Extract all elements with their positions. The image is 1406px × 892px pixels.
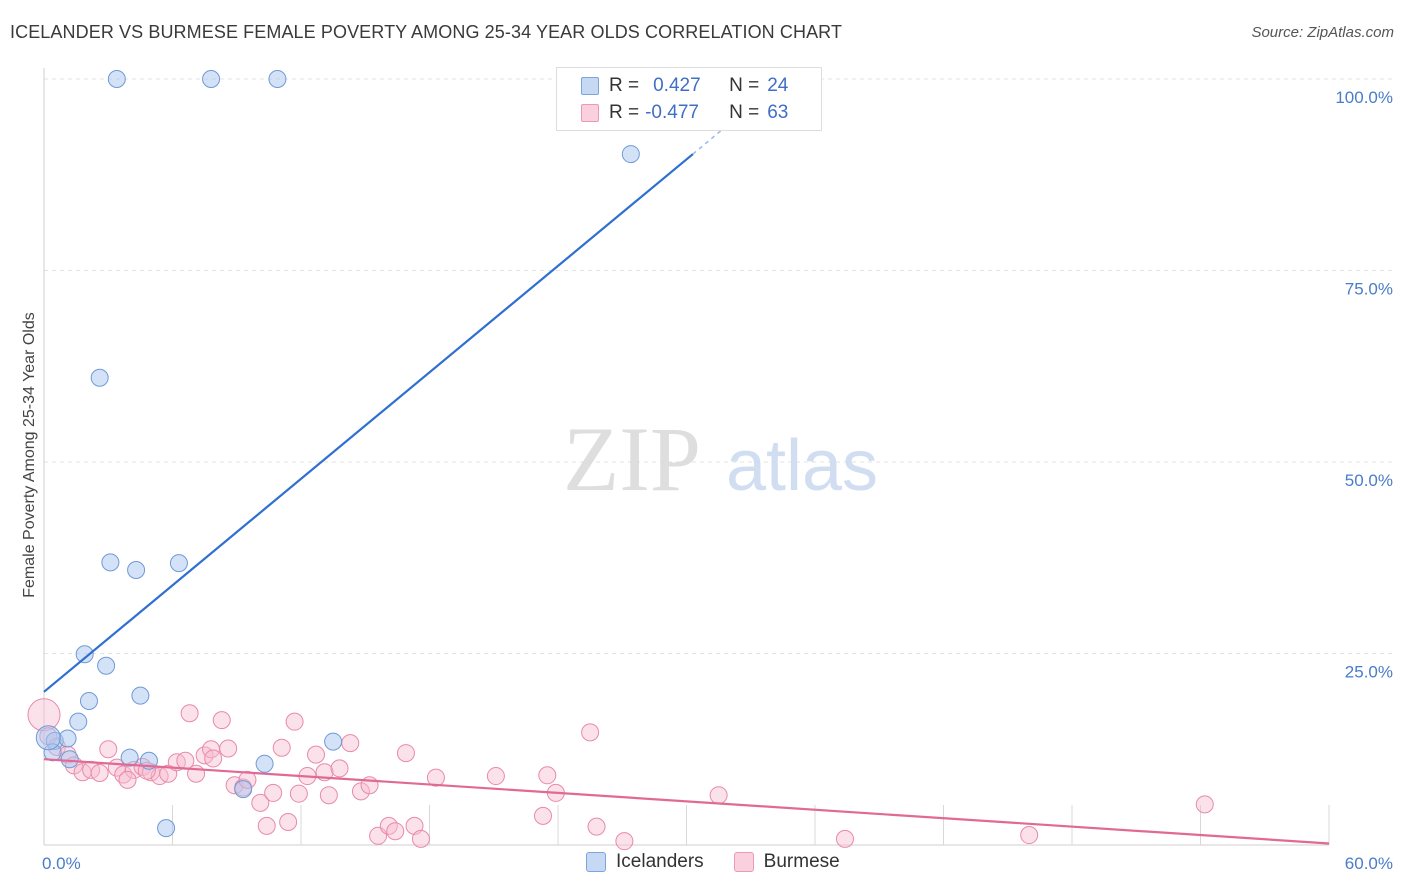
x-tick-min: 0.0% <box>42 854 81 873</box>
legend-n-label: N = <box>729 102 760 123</box>
burmese-point <box>835 829 854 848</box>
burmese-point <box>486 767 505 786</box>
y-tick-label: 50.0% <box>1345 471 1393 490</box>
legend-item-icelanders[interactable]: Icelanders <box>586 851 704 873</box>
icelander-point <box>202 70 221 88</box>
icelander-point <box>234 780 253 799</box>
burmese-point <box>257 816 276 835</box>
burmese-point <box>1195 795 1214 814</box>
burmese-point <box>264 783 283 802</box>
icelander-point <box>97 656 116 675</box>
legend-row-burmese: R = -0.477 N = 63 <box>581 100 788 126</box>
icelander-point <box>621 145 640 164</box>
icelander-point <box>60 750 79 769</box>
burmese-point <box>285 712 304 731</box>
legend-row-icelanders: R = 0.427 N = 24 <box>581 73 788 99</box>
chart-title: ICELANDER VS BURMESE FEMALE POVERTY AMON… <box>10 22 843 42</box>
icelander-point <box>169 554 188 573</box>
burmese-point <box>396 744 415 763</box>
y-tick-labels: 25.0% 50.0% 75.0% 100.0% <box>1335 88 1393 682</box>
icelander-point <box>120 748 139 767</box>
burmese-point <box>319 786 338 805</box>
icelander-point <box>255 754 274 773</box>
icelander-point <box>58 729 77 748</box>
y-tick-label: 100.0% <box>1335 88 1393 107</box>
burmese-point <box>251 793 270 812</box>
legend-swatch-icelanders <box>586 852 606 872</box>
burmese-point <box>306 745 325 764</box>
burmese-point <box>99 740 118 759</box>
burmese-point <box>615 832 634 851</box>
legend-item-burmese[interactable]: Burmese <box>733 851 840 873</box>
burmese-point <box>204 749 223 768</box>
burmese-point <box>709 786 728 805</box>
legend-label-icelanders: Icelanders <box>616 851 704 872</box>
icelander-trend-line <box>43 153 694 693</box>
burmese-point <box>581 723 600 742</box>
y-tick-label: 25.0% <box>1345 663 1393 682</box>
burmese-point <box>212 711 231 730</box>
burmese-point <box>90 763 109 782</box>
burmese-point <box>219 739 238 758</box>
icelander-point <box>268 70 287 88</box>
y-axis-label: Female Poverty Among 25-34 Year Olds <box>21 312 38 598</box>
legend-r-value: -0.477 <box>645 102 699 123</box>
burmese-point <box>341 734 360 753</box>
legend-n-value: 63 <box>767 102 789 123</box>
legend-r-label: R = <box>609 102 640 123</box>
burmese-point <box>272 738 291 757</box>
x-tick-max: 60.0% <box>1345 854 1393 873</box>
burmese-point <box>279 813 298 832</box>
icelander-point <box>157 819 176 838</box>
icelander-point <box>79 691 98 710</box>
burmese-point <box>538 766 557 785</box>
series-legend: Icelanders Burmese <box>586 851 870 873</box>
icelander-point <box>35 725 61 751</box>
icelander-point <box>107 70 126 88</box>
icelander-point <box>127 561 146 580</box>
watermark-atlas: atlas <box>726 426 878 506</box>
burmese-point <box>426 768 445 787</box>
burmese-point <box>386 822 405 841</box>
icelander-point <box>324 732 343 751</box>
legend-n-value: 24 <box>767 75 789 96</box>
burmese-point <box>411 829 430 848</box>
burmese-point <box>330 759 349 778</box>
legend-r-value: 0.427 <box>653 75 701 96</box>
burmese-point <box>1020 826 1039 845</box>
burmese-point <box>180 704 199 723</box>
icelander-point <box>131 686 150 705</box>
legend-swatch-icelanders <box>581 77 599 95</box>
icelander-point <box>101 553 120 572</box>
icelander-point <box>90 368 109 387</box>
legend-swatch-burmese <box>733 852 754 872</box>
source-credit: Source: ZipAtlas.com <box>1251 24 1394 41</box>
burmese-point <box>534 806 553 825</box>
legend-label-burmese: Burmese <box>763 851 840 872</box>
burmese-point <box>27 698 61 732</box>
stats-legend: R = 0.427 N = 24 R = -0.477 N = 63 <box>556 67 822 131</box>
icelander-points <box>35 70 640 838</box>
icelander-point <box>69 712 88 731</box>
y-tick-label: 75.0% <box>1345 280 1393 299</box>
watermark-zip: ZIP <box>563 408 701 510</box>
grid-lines <box>44 78 1392 654</box>
burmese-point <box>289 784 308 803</box>
icelander-point <box>75 645 94 664</box>
legend-swatch-burmese <box>581 104 599 122</box>
legend-n-label: N = <box>729 75 760 96</box>
legend-r-label: R = <box>609 75 640 96</box>
burmese-trend-line <box>43 758 1330 845</box>
burmese-point <box>405 816 424 835</box>
burmese-point <box>118 770 137 789</box>
burmese-point <box>587 817 606 836</box>
burmese-points <box>27 698 1214 851</box>
